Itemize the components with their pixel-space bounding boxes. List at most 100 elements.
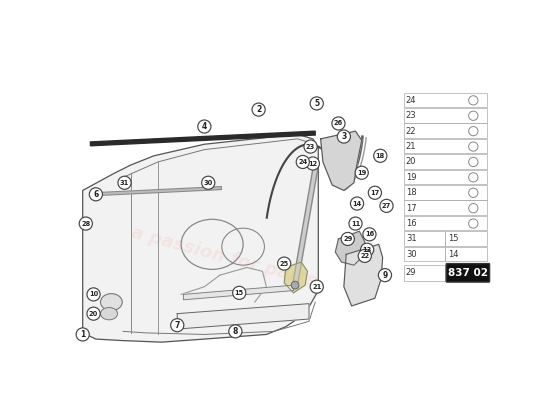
- Bar: [404, 185, 487, 200]
- Circle shape: [380, 199, 393, 212]
- Bar: [404, 216, 487, 230]
- Polygon shape: [90, 131, 315, 146]
- Text: 12: 12: [308, 160, 317, 166]
- Circle shape: [170, 319, 184, 332]
- Text: 19: 19: [357, 170, 366, 176]
- Circle shape: [229, 325, 242, 338]
- Bar: [404, 93, 487, 107]
- Text: 14: 14: [353, 200, 362, 206]
- Bar: [404, 200, 487, 215]
- Bar: [404, 247, 446, 261]
- Text: 31: 31: [120, 180, 129, 186]
- Text: 26: 26: [334, 120, 343, 126]
- Text: 29: 29: [343, 236, 353, 242]
- Text: 24: 24: [406, 96, 416, 105]
- Text: 10: 10: [89, 291, 98, 298]
- Text: 8: 8: [233, 327, 238, 336]
- Text: 17: 17: [406, 204, 416, 213]
- Polygon shape: [184, 285, 294, 300]
- Text: 7: 7: [174, 321, 180, 330]
- Text: 13: 13: [362, 247, 372, 253]
- Circle shape: [278, 257, 291, 270]
- Bar: [404, 154, 487, 169]
- Text: 22: 22: [360, 253, 370, 259]
- Circle shape: [349, 217, 362, 230]
- Circle shape: [79, 217, 92, 230]
- Text: 16: 16: [406, 219, 416, 228]
- Text: 19: 19: [406, 173, 416, 182]
- Bar: [404, 124, 487, 138]
- Circle shape: [233, 286, 246, 300]
- Circle shape: [291, 281, 299, 289]
- Circle shape: [373, 149, 387, 162]
- Circle shape: [378, 269, 392, 282]
- Circle shape: [76, 328, 89, 341]
- Bar: [446, 231, 487, 246]
- Text: 30: 30: [406, 250, 416, 259]
- Bar: [404, 108, 487, 123]
- Text: 30: 30: [204, 180, 213, 186]
- Polygon shape: [344, 244, 383, 306]
- Text: 837 02: 837 02: [448, 268, 488, 278]
- Circle shape: [337, 130, 350, 143]
- Text: 11: 11: [351, 220, 360, 226]
- Circle shape: [304, 140, 317, 153]
- Text: 17: 17: [370, 190, 380, 196]
- Circle shape: [87, 288, 100, 301]
- Circle shape: [341, 232, 354, 246]
- Text: 5: 5: [314, 99, 320, 108]
- Text: 2: 2: [256, 105, 261, 114]
- Text: 18: 18: [376, 153, 385, 159]
- Polygon shape: [336, 231, 365, 265]
- FancyBboxPatch shape: [446, 264, 490, 282]
- Text: 15: 15: [235, 290, 244, 296]
- Circle shape: [87, 307, 100, 320]
- Text: 6: 6: [94, 190, 98, 199]
- Circle shape: [363, 228, 376, 241]
- Text: 21: 21: [406, 142, 416, 151]
- Text: a passion for parts: a passion for parts: [129, 224, 318, 291]
- Text: 22: 22: [406, 127, 416, 136]
- Circle shape: [350, 197, 364, 210]
- Polygon shape: [284, 262, 307, 293]
- Circle shape: [355, 166, 368, 179]
- Text: 24: 24: [298, 159, 307, 165]
- Circle shape: [310, 280, 323, 293]
- Text: 31: 31: [406, 234, 416, 244]
- Ellipse shape: [101, 294, 122, 310]
- Text: 27: 27: [382, 203, 391, 209]
- Circle shape: [296, 156, 310, 168]
- Circle shape: [310, 97, 323, 110]
- Bar: [404, 231, 446, 246]
- Circle shape: [198, 120, 211, 133]
- Circle shape: [332, 117, 345, 130]
- Text: 25: 25: [279, 261, 289, 266]
- Polygon shape: [321, 131, 362, 190]
- Text: 15: 15: [448, 234, 458, 244]
- Text: 4: 4: [202, 122, 207, 131]
- Circle shape: [306, 157, 320, 170]
- Text: 29: 29: [406, 268, 416, 277]
- Polygon shape: [177, 304, 309, 329]
- Circle shape: [89, 188, 102, 201]
- Circle shape: [368, 186, 382, 199]
- Bar: [404, 170, 487, 184]
- Circle shape: [118, 176, 131, 189]
- Text: 21: 21: [312, 284, 321, 290]
- Circle shape: [252, 103, 265, 116]
- Text: 9: 9: [382, 271, 388, 280]
- Circle shape: [361, 243, 373, 256]
- Bar: [404, 265, 446, 280]
- Text: 14: 14: [448, 250, 458, 259]
- Text: 20: 20: [406, 158, 416, 166]
- Text: 1: 1: [80, 330, 85, 339]
- Text: 23: 23: [306, 144, 315, 150]
- Text: 23: 23: [406, 111, 416, 120]
- Text: 18: 18: [406, 188, 416, 197]
- Polygon shape: [82, 134, 318, 342]
- Bar: [446, 247, 487, 261]
- Ellipse shape: [101, 308, 118, 320]
- Text: 3: 3: [341, 132, 346, 141]
- Circle shape: [202, 176, 215, 189]
- Text: 16: 16: [365, 231, 374, 237]
